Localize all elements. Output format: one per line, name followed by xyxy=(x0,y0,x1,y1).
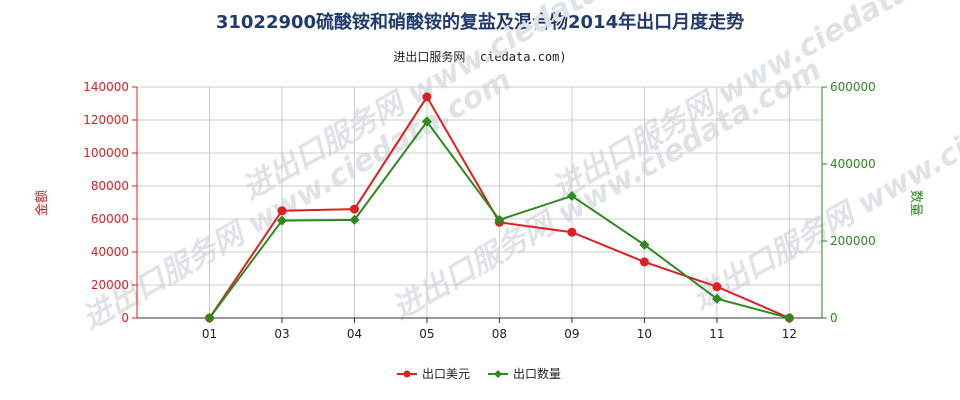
axes xyxy=(136,87,823,319)
series-2-point xyxy=(494,214,505,225)
right-tick-label: 0 xyxy=(830,311,838,325)
left-tick-label: 0 xyxy=(121,311,129,325)
x-tick-label: 08 xyxy=(492,327,507,341)
legend: 出口美元 出口数量 xyxy=(397,366,561,381)
left-axis-ticks: 0 20000 40000 60000 80000 100000 120000 140000 xyxy=(83,80,137,325)
series-1-point xyxy=(712,282,722,292)
series-1-point xyxy=(349,204,359,214)
series-1-point xyxy=(567,227,577,237)
legend-label: 出口美元 xyxy=(422,367,470,381)
left-tick-label: 140000 xyxy=(83,80,129,94)
chart-subtitle: 进出口服务网 (ciedata.com) xyxy=(393,50,567,64)
legend-marker xyxy=(494,370,502,378)
x-tick-label: 11 xyxy=(709,327,724,341)
series-1-point xyxy=(422,92,432,102)
right-tick-label: 600000 xyxy=(830,80,876,94)
series-2-point xyxy=(639,239,650,250)
series-2-point xyxy=(566,190,577,201)
x-tick-label: 05 xyxy=(419,327,434,341)
left-tick-label: 60000 xyxy=(91,212,129,226)
series-2-point xyxy=(276,215,287,226)
left-tick-label: 120000 xyxy=(83,113,129,127)
right-tick-label: 400000 xyxy=(830,157,876,171)
right-axis-ticks: 0 200000 400000 600000 xyxy=(822,80,876,325)
series-2-point xyxy=(421,116,432,127)
x-tick-label: 04 xyxy=(347,327,362,341)
series-1-point xyxy=(277,206,287,216)
x-tick-label: 01 xyxy=(202,327,217,341)
legend-marker xyxy=(403,370,411,378)
series-layer xyxy=(204,92,795,323)
left-axis-label: 金额 xyxy=(34,190,50,216)
left-tick-label: 40000 xyxy=(91,245,129,259)
x-tick-label: 10 xyxy=(637,327,652,341)
series-1-point xyxy=(639,257,649,267)
legend-label: 出口数量 xyxy=(513,366,561,381)
right-tick-label: 200000 xyxy=(830,234,876,248)
series-2-point xyxy=(349,214,360,225)
x-tick-label: 09 xyxy=(564,327,579,341)
x-tick-label: 12 xyxy=(782,327,797,341)
series-2-point xyxy=(711,293,722,304)
x-axis-ticks: 01 03 04 05 08 09 10 11 12 xyxy=(202,318,797,341)
left-tick-label: 80000 xyxy=(91,179,129,193)
left-tick-label: 100000 xyxy=(83,146,129,160)
series-2-point xyxy=(204,313,215,323)
series-2-point xyxy=(784,313,795,323)
x-tick-label: 03 xyxy=(274,327,289,341)
right-axis-label: 数量 xyxy=(908,190,923,216)
chart-title: 31022900硫酸铵和硝酸铵的复盐及混合物2014年出口月度走势 xyxy=(215,12,745,33)
left-tick-label: 20000 xyxy=(91,278,129,292)
